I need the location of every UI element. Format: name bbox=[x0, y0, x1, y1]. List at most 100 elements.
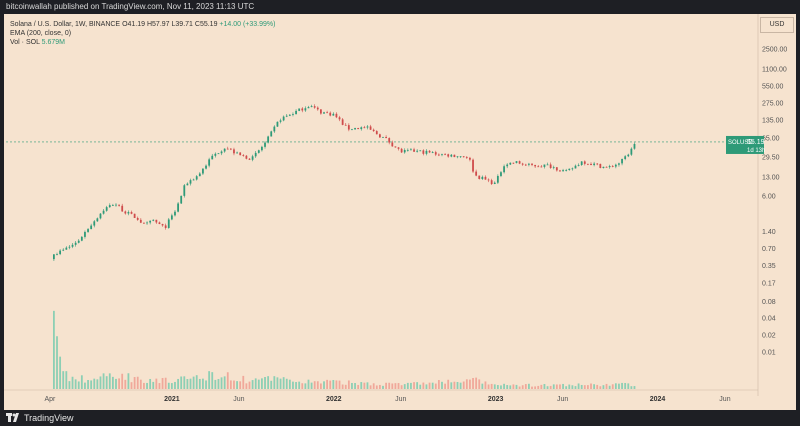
candle-body bbox=[111, 205, 114, 206]
candle-body bbox=[236, 152, 238, 154]
price-tag-value: 55.19 bbox=[747, 139, 765, 146]
volume-bar bbox=[233, 380, 235, 389]
volume-bar bbox=[310, 382, 313, 389]
volume-bar bbox=[133, 377, 136, 389]
x-tick-label: Jun bbox=[719, 396, 730, 403]
y-tick-label: 0.17 bbox=[762, 280, 776, 287]
volume-bar bbox=[394, 383, 397, 389]
footer-brand[interactable]: TradingView bbox=[24, 413, 74, 423]
candle-body bbox=[239, 152, 242, 156]
legend-high: H57.97 bbox=[146, 21, 170, 28]
candle-body bbox=[571, 168, 574, 170]
candle-body bbox=[434, 152, 437, 155]
candle-body bbox=[577, 164, 580, 166]
volume-bar bbox=[515, 384, 518, 389]
legend-vol-label: Vol · SOL bbox=[10, 39, 40, 46]
volume-bar bbox=[481, 383, 484, 389]
candle-body bbox=[413, 149, 415, 152]
candle-body bbox=[304, 108, 307, 111]
legend-low: L39.71 bbox=[171, 21, 193, 28]
candle-body bbox=[481, 176, 484, 179]
candle-body bbox=[68, 246, 71, 248]
volume-bar bbox=[357, 384, 360, 389]
volume-bar bbox=[621, 382, 623, 389]
candle-body bbox=[490, 180, 493, 185]
candle-body bbox=[301, 108, 304, 111]
volume-bar bbox=[146, 382, 148, 389]
volume-bars bbox=[53, 310, 636, 389]
volume-bar bbox=[388, 382, 391, 389]
volume-bar bbox=[478, 379, 481, 389]
candle-body bbox=[257, 150, 260, 153]
candle-body bbox=[459, 156, 462, 158]
candle-body bbox=[146, 222, 148, 224]
candle-body bbox=[313, 106, 316, 108]
volume-bar bbox=[462, 381, 465, 389]
volume-bar bbox=[158, 383, 161, 389]
currency-button[interactable]: USD bbox=[760, 17, 794, 33]
volume-bar bbox=[500, 385, 502, 389]
candle-body bbox=[357, 127, 360, 130]
volume-bar bbox=[245, 383, 248, 389]
candle-body bbox=[394, 146, 397, 148]
candle-body bbox=[326, 112, 329, 114]
volume-bar bbox=[630, 386, 633, 389]
candle-body bbox=[316, 107, 319, 110]
y-tick-label: 13.00 bbox=[762, 175, 780, 182]
candle-body bbox=[74, 242, 77, 245]
volume-bar bbox=[285, 378, 288, 389]
candle-body bbox=[618, 163, 620, 165]
candle-body bbox=[307, 107, 310, 109]
volume-bar bbox=[338, 380, 341, 389]
volume-bar bbox=[518, 386, 521, 389]
volume-bar bbox=[288, 379, 291, 389]
volume-bar bbox=[431, 382, 434, 389]
volume-bar bbox=[99, 376, 102, 389]
candle-body bbox=[118, 204, 120, 206]
candle-body bbox=[549, 164, 552, 168]
volume-bar bbox=[372, 383, 375, 389]
candle-body bbox=[559, 170, 561, 172]
volume-bar bbox=[65, 371, 68, 389]
y-tick-label: 135.00 bbox=[762, 118, 784, 125]
candle-body bbox=[338, 117, 341, 120]
candle-body bbox=[87, 229, 89, 232]
volume-bar bbox=[226, 372, 229, 389]
candle-body bbox=[391, 142, 394, 147]
volume-bar bbox=[177, 378, 179, 389]
y-tick-label: 29.50 bbox=[762, 155, 780, 162]
candle-body bbox=[382, 136, 384, 138]
volume-bar bbox=[115, 378, 117, 389]
volume-bar bbox=[316, 381, 319, 389]
candle-body bbox=[59, 250, 62, 255]
volume-bar bbox=[149, 378, 152, 389]
volume-bar bbox=[618, 383, 620, 389]
candle-body bbox=[164, 225, 167, 228]
candle-body bbox=[93, 221, 96, 226]
candle-body bbox=[96, 218, 99, 222]
candle-body bbox=[518, 161, 521, 164]
volume-bar bbox=[53, 310, 55, 389]
candle-body bbox=[621, 159, 623, 164]
candle-body bbox=[580, 161, 583, 165]
candle-body bbox=[509, 162, 512, 165]
chart-frame[interactable] bbox=[4, 14, 796, 410]
x-tick-label: Jun bbox=[557, 396, 568, 403]
y-tick-label: 0.01 bbox=[762, 350, 776, 357]
volume-bar bbox=[202, 378, 204, 389]
candle-body bbox=[65, 247, 68, 250]
volume-bar bbox=[487, 384, 490, 389]
volume-bar bbox=[493, 384, 496, 389]
candle-body bbox=[183, 185, 186, 196]
volume-bar bbox=[549, 385, 552, 389]
volume-bar bbox=[273, 376, 276, 389]
volume-bar bbox=[354, 383, 356, 389]
candle-body bbox=[220, 151, 223, 154]
y-tick-label: 65.00 bbox=[762, 135, 780, 142]
volume-bar bbox=[546, 386, 549, 389]
candle-body bbox=[189, 180, 192, 184]
candle-body bbox=[251, 156, 254, 160]
candle-body bbox=[354, 127, 356, 130]
volume-bar bbox=[320, 383, 322, 389]
